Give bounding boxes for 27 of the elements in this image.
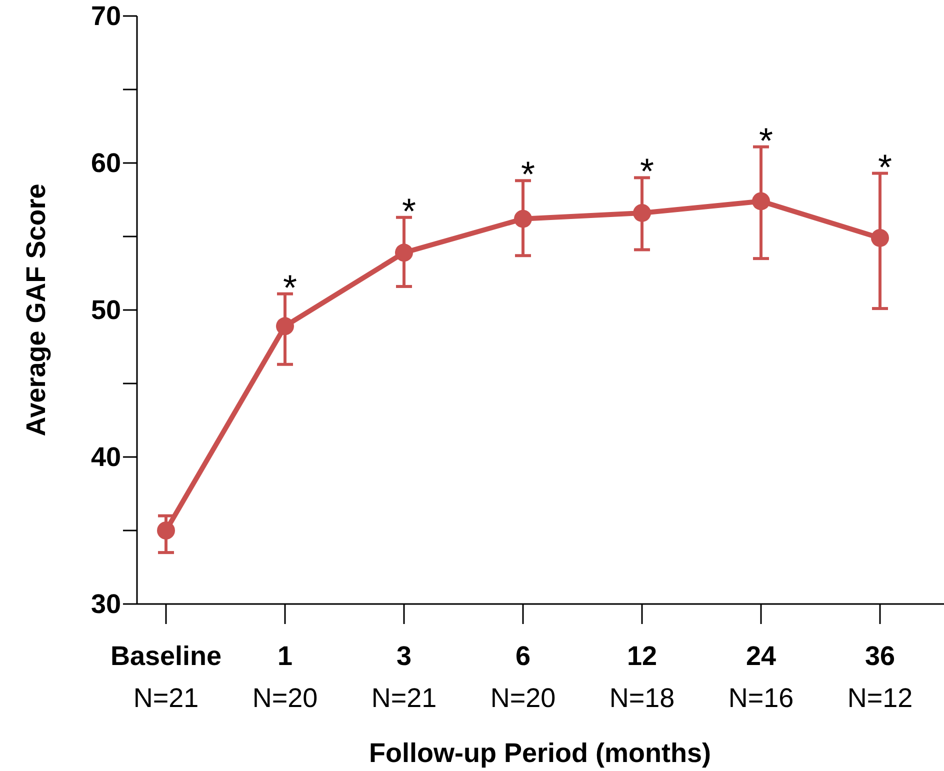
y-tick-label: 60 [90,148,121,178]
x-tick-label: 12 N=18 [609,641,675,713]
x-tick-label: 36 N=12 [847,641,913,713]
y-tick-label: 30 [90,589,121,619]
point [157,522,175,540]
annotation: * [402,190,416,232]
x-tick-label: 3 N=21 [371,641,437,713]
point [871,228,889,247]
annotation: * [282,266,298,308]
x-axis-title: Follow-up Period (months) [369,738,711,768]
x-tick-label: 6 N=20 [490,641,556,713]
y-tick-label: 70 [90,1,121,31]
y-tick-label: 40 [90,442,121,472]
point [633,204,651,222]
x-tick-label: Baseline N=21 [110,641,222,713]
x-tick-label: 1 N=20 [252,641,318,713]
point [514,210,532,228]
point [752,192,770,210]
point [395,244,413,262]
y-axis-title: Average GAF Score [21,184,51,436]
annotation: * [878,146,892,188]
annotation: * [520,154,536,195]
point [276,317,294,336]
y-tick-label: 50 [90,295,121,325]
annotation: * [640,150,654,192]
annotation: * [758,120,774,161]
x-tick-label: 24 N=16 [728,641,794,713]
